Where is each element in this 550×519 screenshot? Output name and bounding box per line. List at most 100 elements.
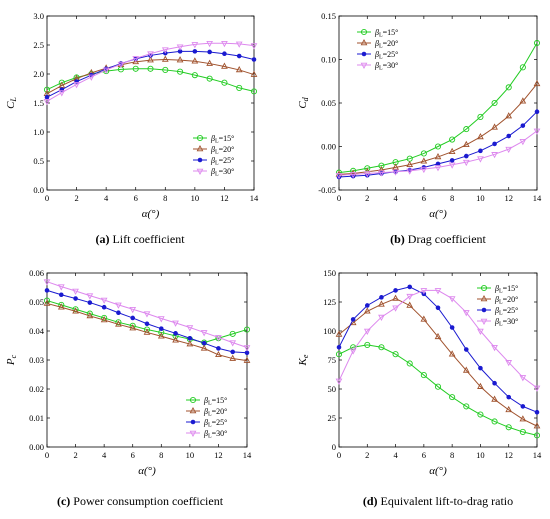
y-tick-label: 0.10 [321,55,336,65]
data-point [43,299,51,306]
legend-subscript: L [499,300,503,306]
legend-symbol: β [210,145,215,154]
data-point [505,112,513,119]
data-point [132,57,140,65]
data-point [533,385,541,392]
caption-tag: (a) [95,232,109,246]
caption-tag: (c) [57,494,70,508]
data-point [378,170,385,177]
data-point [463,126,470,133]
series-3 [336,284,540,415]
data-point [235,41,243,48]
data-point [505,146,513,154]
data-point [392,163,399,170]
legend: βL=15°βL=20°βL=25°βL=30° [193,134,234,178]
data-point [72,307,79,314]
legend-subscript: L [208,434,212,440]
y-tick-label: 3.0 [33,11,44,21]
x-tick-label: 8 [450,193,454,203]
data-point [58,292,64,298]
data-point [378,314,385,322]
x-tick-label: 0 [337,450,341,460]
series-1 [335,39,541,176]
data-point [491,123,498,130]
data-point [491,395,498,402]
legend-entry: βL=15° [203,396,227,407]
data-point [477,328,484,335]
legend-entry: βL=25° [374,50,398,61]
legend: βL=15°βL=20°βL=25°βL=30° [477,284,518,328]
data-point [221,62,228,69]
data-point [200,330,208,337]
data-point [243,345,251,352]
legend-entry: βL=25° [210,156,234,167]
y-tick-label: 25 [328,413,337,423]
legend-symbol: β [494,317,499,326]
data-point [462,366,470,373]
legend-symbol: β [203,429,208,438]
y-axis-label-subscript: d [301,96,310,101]
legend-symbol: β [210,134,215,143]
legend-value: =20° [219,145,235,154]
legend: βL=15°βL=20°βL=25°βL=30° [186,396,227,440]
data-point [236,84,243,91]
data-point [379,295,384,300]
data-point [176,44,184,51]
data-point [251,57,257,62]
legend-subscript: L [208,401,212,407]
data-point [161,47,169,54]
legend-entry: βL=20° [494,295,518,306]
x-tick-label: 12 [214,450,223,460]
data-point [158,326,164,331]
legend-value: =15° [219,134,235,143]
legend-entry: βL=20° [203,407,227,418]
legend-subscript: L [215,172,219,178]
panel-caption: (a) Lift coefficient [95,232,185,246]
data-point [129,324,137,331]
x-tick-label: 2 [74,193,78,203]
data-point [132,65,139,72]
data-point [463,153,469,159]
x-tick-label: 8 [450,450,454,460]
data-point [116,310,121,316]
series-line [338,297,538,427]
data-point [172,336,179,343]
legend-marker [196,145,204,152]
data-point [462,159,470,167]
data-point [392,305,399,312]
data-point [173,331,178,336]
legend-symbol: β [203,418,208,427]
y-tick-label: 0.15 [321,11,336,21]
legend-entry: βL=15° [210,134,234,145]
data-point [172,320,179,327]
data-point [73,296,78,301]
data-point [215,350,222,358]
data-point [492,380,497,386]
data-point [420,166,428,174]
legend-value: =15° [503,284,519,293]
y-axis-label-main: K [297,357,309,366]
data-point [115,320,122,327]
data-point [449,394,456,401]
data-point [335,172,343,180]
caption-text: Drag coefficient [405,232,487,246]
y-axis-label: Ke [297,354,310,366]
y-tick-label: 0.03 [29,355,44,365]
y-tick-label: 0.05 [29,297,44,307]
data-point [147,51,154,58]
legend-marker [360,39,368,46]
series-line [338,130,538,176]
y-tick-label: 125 [323,297,336,307]
caption-text: Equivalent lift-to-drag ratio [378,494,514,508]
data-point [73,82,80,89]
y-axis-label-main: C [297,101,309,109]
data-point [192,49,198,54]
legend-subscript: L [499,311,503,317]
legend-marker [480,318,488,325]
legend-subscript: L [379,66,383,72]
legend-value: =30° [219,167,235,176]
data-point [491,344,498,352]
data-point [364,303,370,308]
data-point [206,75,213,82]
y-tick-label: 0.04 [29,326,45,336]
